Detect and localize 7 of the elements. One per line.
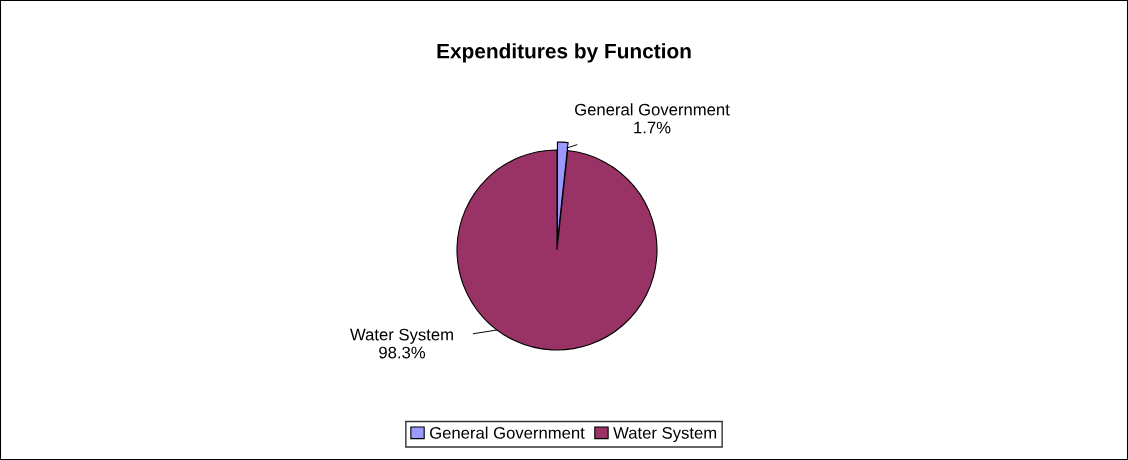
slice-label: General Government <box>575 103 730 116</box>
legend-label: General Government <box>430 426 585 439</box>
data-label: 1.7% <box>634 121 671 134</box>
legend-label: Water System <box>613 426 717 443</box>
chart-title: Expenditures by Function <box>437 43 691 63</box>
data-label: 98.3% <box>379 346 426 359</box>
slice-label: Water System <box>350 328 453 344</box>
